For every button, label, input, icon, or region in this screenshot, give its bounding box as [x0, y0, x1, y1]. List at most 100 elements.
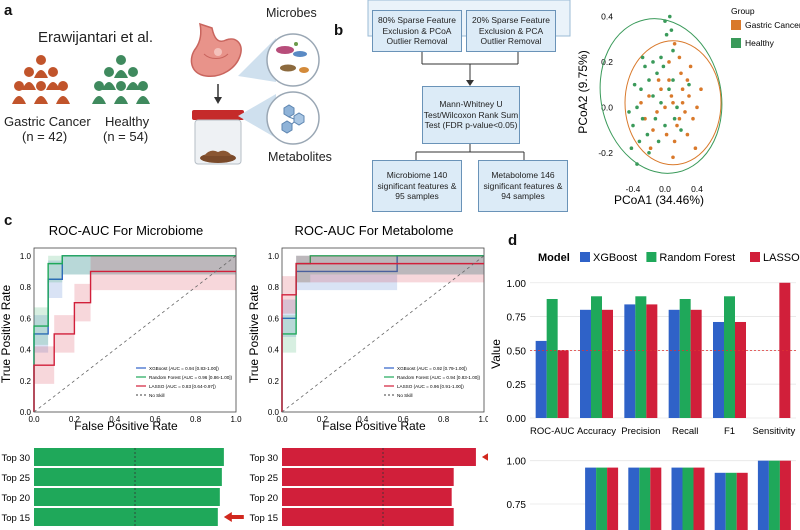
no-skill-line: [33, 255, 237, 413]
person-head: [48, 67, 58, 77]
person-head: [116, 55, 126, 65]
healthy-point: [627, 110, 631, 114]
cancer-point: [675, 123, 679, 128]
person-body: [34, 70, 48, 78]
cancer-point: [695, 105, 699, 110]
roc-y-tick: 0.8: [20, 283, 32, 292]
top-category-label: Top 20: [249, 493, 278, 504]
healthy-point: [667, 87, 671, 91]
top-metabolome-bars: Top 30 Top 25 Top 20 Top 15: [249, 448, 488, 528]
pcoa-x-label: PCoA1 (34.46%): [614, 193, 704, 207]
metrics-bar: [735, 321, 746, 418]
roc-y-tick: 0.0: [268, 408, 280, 417]
metrics-bar: [779, 282, 791, 418]
panel-label-c: c: [4, 212, 13, 229]
metrics-category-label: Recall: [672, 426, 698, 437]
metrics-legend-entry: Random Forest: [659, 252, 735, 264]
healthy-point: [629, 146, 634, 151]
metrics-bar: [635, 296, 647, 418]
people-icons: [12, 55, 150, 104]
metabolome-result-box: Metabolome 146 significant features & 94…: [478, 160, 568, 212]
cancer-point: [667, 60, 671, 64]
roc-y-tick: 0.8: [268, 283, 280, 292]
pcoa-plot: -0.4 0.0 0.4 0.4 0.2 0.0 -0.2 PCoA1 (34.46%) P…: [576, 6, 800, 207]
person-body: [46, 82, 60, 90]
metabolite-filter-box: 20% Sparse Feature Exclusion & PCA Outli…: [466, 10, 556, 52]
pcoa-y-tick: 0.4: [601, 12, 613, 22]
healthy-point: [647, 78, 651, 82]
healthy-point: [645, 132, 650, 137]
top-category-label: Top 15: [1, 513, 30, 524]
roc-legend-entry: Random Forest (AUC = 0.96 [0.86-1.00]): [149, 375, 233, 380]
roc-legend-entry: XGBoost (AUC = 0.94 [0.83-1.00]): [149, 366, 219, 371]
roc-metabolome-title: ROC-AUC For Metabolome: [295, 223, 454, 238]
roc-microbiome-title: ROC-AUC For Microbiome: [49, 223, 204, 238]
cancer-ellipse: [624, 40, 722, 166]
healthy-point: [640, 116, 645, 121]
group-n-cancer: (n = 42): [22, 129, 68, 144]
healthy-point: [639, 87, 643, 91]
metrics-bar: [546, 298, 558, 418]
top-bar: [34, 508, 218, 526]
metrics-legend-swatch: [580, 252, 590, 262]
metrics-bar: [602, 309, 613, 418]
person-head: [14, 81, 24, 91]
metrics-category-label: Precision: [621, 426, 660, 437]
healthy-point: [635, 105, 639, 110]
cancer-point: [680, 101, 685, 105]
roc-x-tick: 0.8: [190, 415, 202, 424]
person-body: [136, 96, 150, 104]
roc-metabolome-x-label: False Positive Rate: [322, 419, 426, 433]
person-body: [12, 96, 26, 104]
metrics-lower-bar: [639, 467, 651, 530]
metrics-y-tick: 0.75: [507, 313, 527, 324]
roc-metabolome-plot: 0.00.0 0.2 0.2 0.4 0.4 0.6 0.6 0.8 0.8 1.0 1.0 XGBo…: [268, 247, 488, 424]
metrics-bar: [580, 309, 591, 418]
healthy-point: [661, 64, 666, 69]
top-bar: [282, 448, 476, 466]
sample-jar-icon: [192, 110, 244, 165]
cancer-point: [672, 41, 677, 46]
roc-x-tick: 0.2: [317, 415, 329, 424]
stomach-icon: [190, 22, 242, 77]
roc-microbiome-chart: ROC-AUC For Microbiome 0.00.00.20.20.40.…: [0, 223, 242, 433]
roc-microbiome-y-label: True Positive Rate: [0, 285, 13, 384]
roc-y-tick: 0.6: [268, 314, 280, 323]
down-arrow-icon: [214, 84, 222, 104]
cancer-point: [693, 146, 698, 151]
panel-label-b: b: [334, 22, 344, 39]
healthy-point: [651, 60, 655, 64]
microbes-icon: [238, 33, 320, 87]
roc-metabolome-y-label: True Positive Rate: [248, 285, 261, 384]
metrics-legend-title: Model: [538, 252, 570, 264]
roc-y-tick: 0.4: [268, 346, 280, 355]
cancer-point: [688, 64, 693, 69]
cancer-point: [659, 87, 663, 91]
cancer-point: [687, 94, 691, 98]
gastric-cancer-people-icon: [12, 55, 70, 104]
person-head: [104, 67, 114, 77]
metrics-bar: [724, 296, 735, 418]
top-bar: [34, 468, 222, 486]
metrics-lower-bar: [693, 467, 705, 530]
person-head: [94, 81, 104, 91]
pcoa-legend-title: Group: [731, 6, 755, 16]
metrics-y-label: Value: [490, 339, 503, 369]
person-head: [36, 55, 46, 65]
person-body: [34, 96, 48, 104]
roc-microbiome-x-label: False Positive Rate: [74, 419, 178, 433]
red-arrow-icon: [223, 512, 244, 522]
healthy-point: [659, 55, 663, 60]
roc-legend-entry: XGBoost (AUC = 0.92 [0.79-1.00]): [397, 366, 467, 371]
panel-label-a: a: [4, 2, 13, 19]
metrics-lower-bar: [757, 460, 769, 530]
top-features-metabolome-chart: Top 30 Top 25 Top 20 Top 15: [249, 448, 488, 528]
healthy-point: [672, 116, 677, 121]
pcoa-x-tick: -0.4: [626, 184, 641, 194]
cancer-point: [651, 128, 655, 132]
healthy-point: [635, 162, 639, 166]
top-features-microbiome-chart: Top 30 Top 25 Top 20 Top 15: [1, 448, 244, 528]
pcoa-y-tick: 0.2: [601, 57, 613, 67]
cancer-point: [685, 132, 690, 137]
sample-collection-illustration: [190, 22, 244, 165]
